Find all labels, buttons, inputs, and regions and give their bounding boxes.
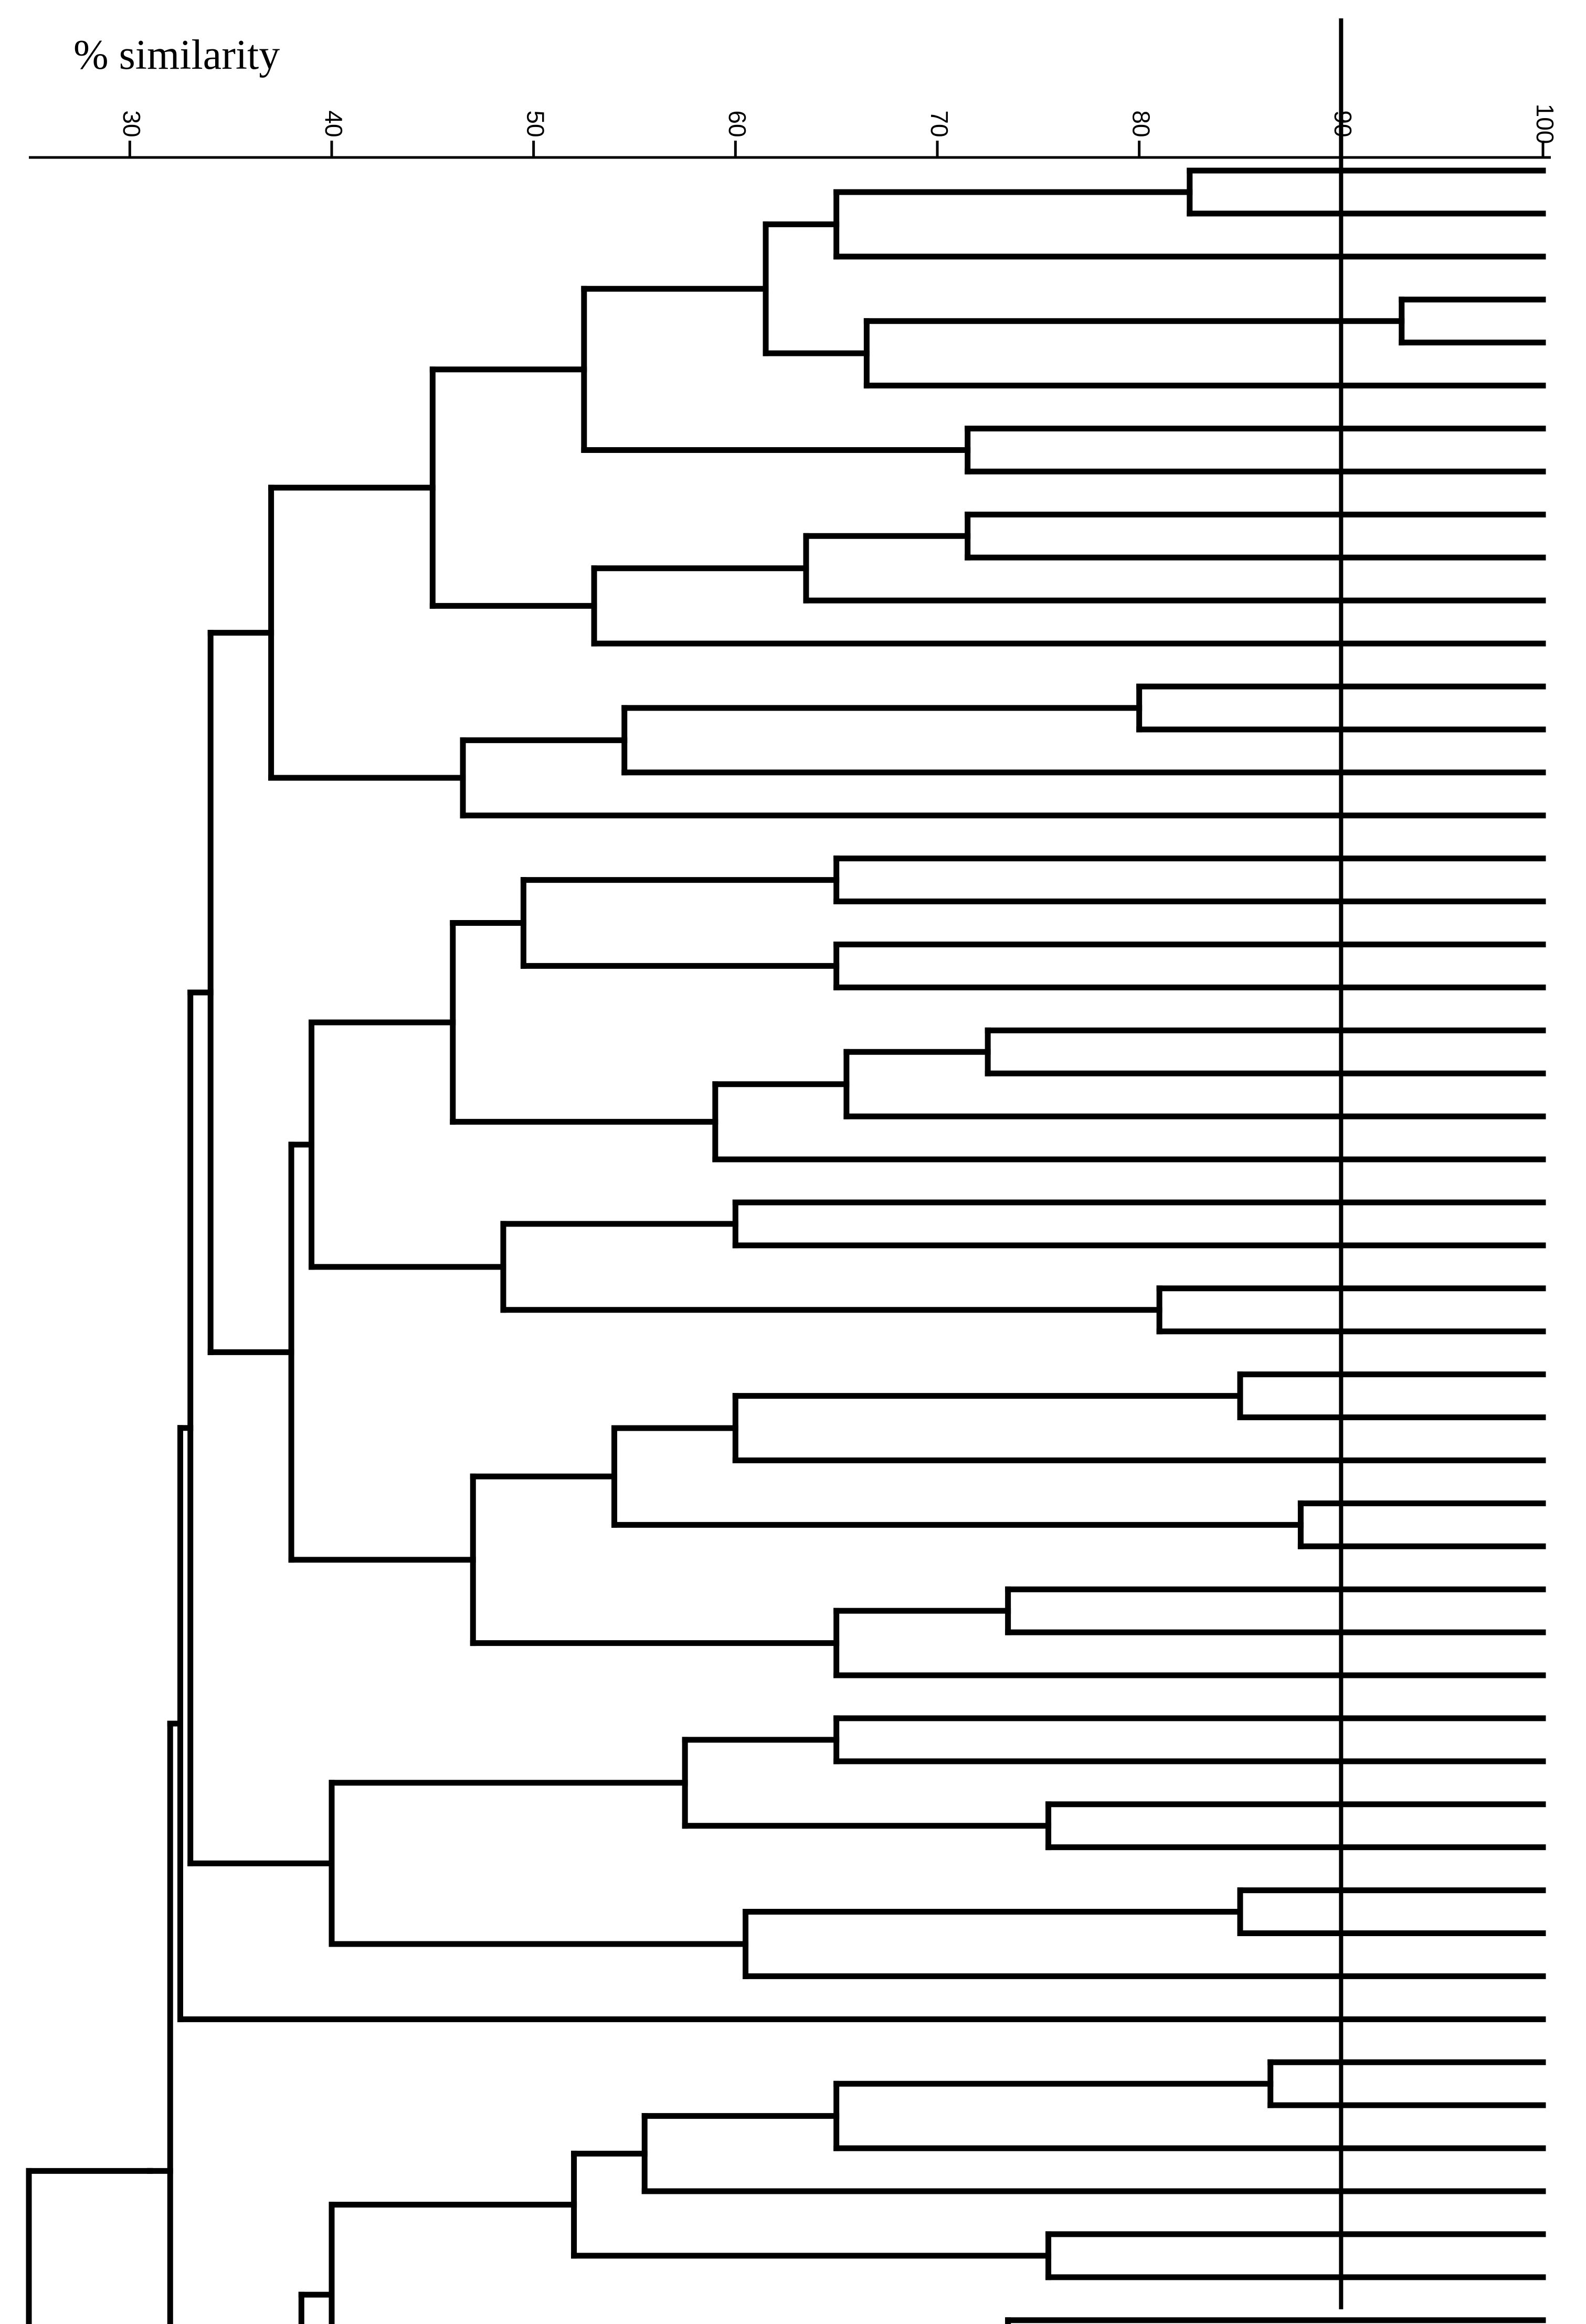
x-tick-label-50: 50 <box>522 110 549 137</box>
x-tick-label-100: 100 <box>1531 104 1559 144</box>
x-axis-title: % similarity <box>73 32 280 78</box>
x-tick-label-40: 40 <box>320 110 347 137</box>
x-tick-label-30: 30 <box>118 110 145 137</box>
x-tick-label-70: 70 <box>926 110 953 137</box>
x-tick-label-60: 60 <box>724 110 751 137</box>
x-tick-label-80: 80 <box>1128 110 1155 137</box>
